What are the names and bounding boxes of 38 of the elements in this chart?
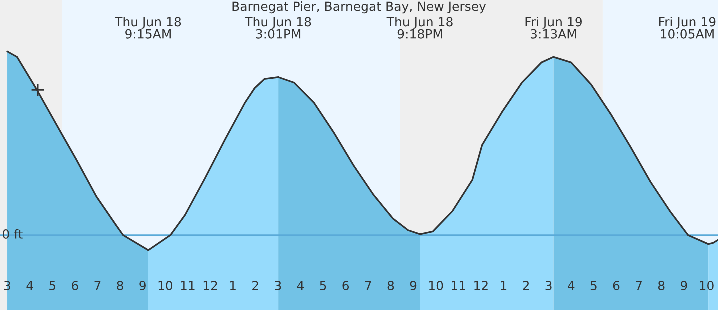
text: Fri Jun 19 10:05AM xyxy=(660,17,716,39)
x-tick-label: 6 xyxy=(342,281,350,291)
x-tick-label: 7 xyxy=(365,281,372,290)
x-tick-label: 5 xyxy=(50,281,56,291)
text: Thu Jun 18 9:15AM xyxy=(115,17,182,39)
text: Fri Jun 19 3:13AM xyxy=(526,17,582,39)
x-tick-label: 6 xyxy=(613,281,620,291)
x-tick-label: 4 xyxy=(568,281,575,290)
x-tick-label: 4 xyxy=(26,281,34,290)
x-tick-label: 9 xyxy=(410,281,417,291)
x-tick-label: 5 xyxy=(590,281,597,291)
x-tick-label: 3 xyxy=(4,281,10,291)
x-tick-label: 8 xyxy=(388,281,394,291)
x-tick-label: 5 xyxy=(320,281,326,291)
x-tick-label: 9 xyxy=(140,281,146,291)
x-tick-label: 8 xyxy=(117,281,124,291)
x-tick-label: 3 xyxy=(275,281,282,291)
x-tick-label: 2 xyxy=(523,281,530,290)
x-tick-label: 7 xyxy=(636,281,642,290)
x-tick-label: 1 xyxy=(230,281,236,290)
x-tick-label: 3 xyxy=(546,281,552,291)
x-tick-label: 10 xyxy=(700,281,714,291)
text: Thu Jun 18 9:18PM xyxy=(386,17,453,39)
x-tick-label: 11 xyxy=(181,281,195,290)
x-tick-label: 12 xyxy=(204,281,218,290)
x-tick-label: 4 xyxy=(297,281,304,290)
x-tick-label: 12 xyxy=(474,281,488,290)
x-tick-label: 6 xyxy=(72,281,78,291)
x-tick-label: 7 xyxy=(94,281,101,290)
x-tick-label: 2 xyxy=(252,281,258,290)
chart-title: Barnegat Pier, Barnegat Bay, New Jersey xyxy=(232,2,486,14)
x-tick-label: 8 xyxy=(658,281,665,291)
x-tick-label: 1 xyxy=(501,281,507,290)
text: Thu Jun 18 3:01PM xyxy=(245,17,312,39)
x-tick-label: 9 xyxy=(680,281,688,291)
x-tick-label: 10 xyxy=(158,281,173,291)
x-tick-label: 10 xyxy=(429,281,444,291)
x-tick-label: 11 xyxy=(452,281,466,290)
